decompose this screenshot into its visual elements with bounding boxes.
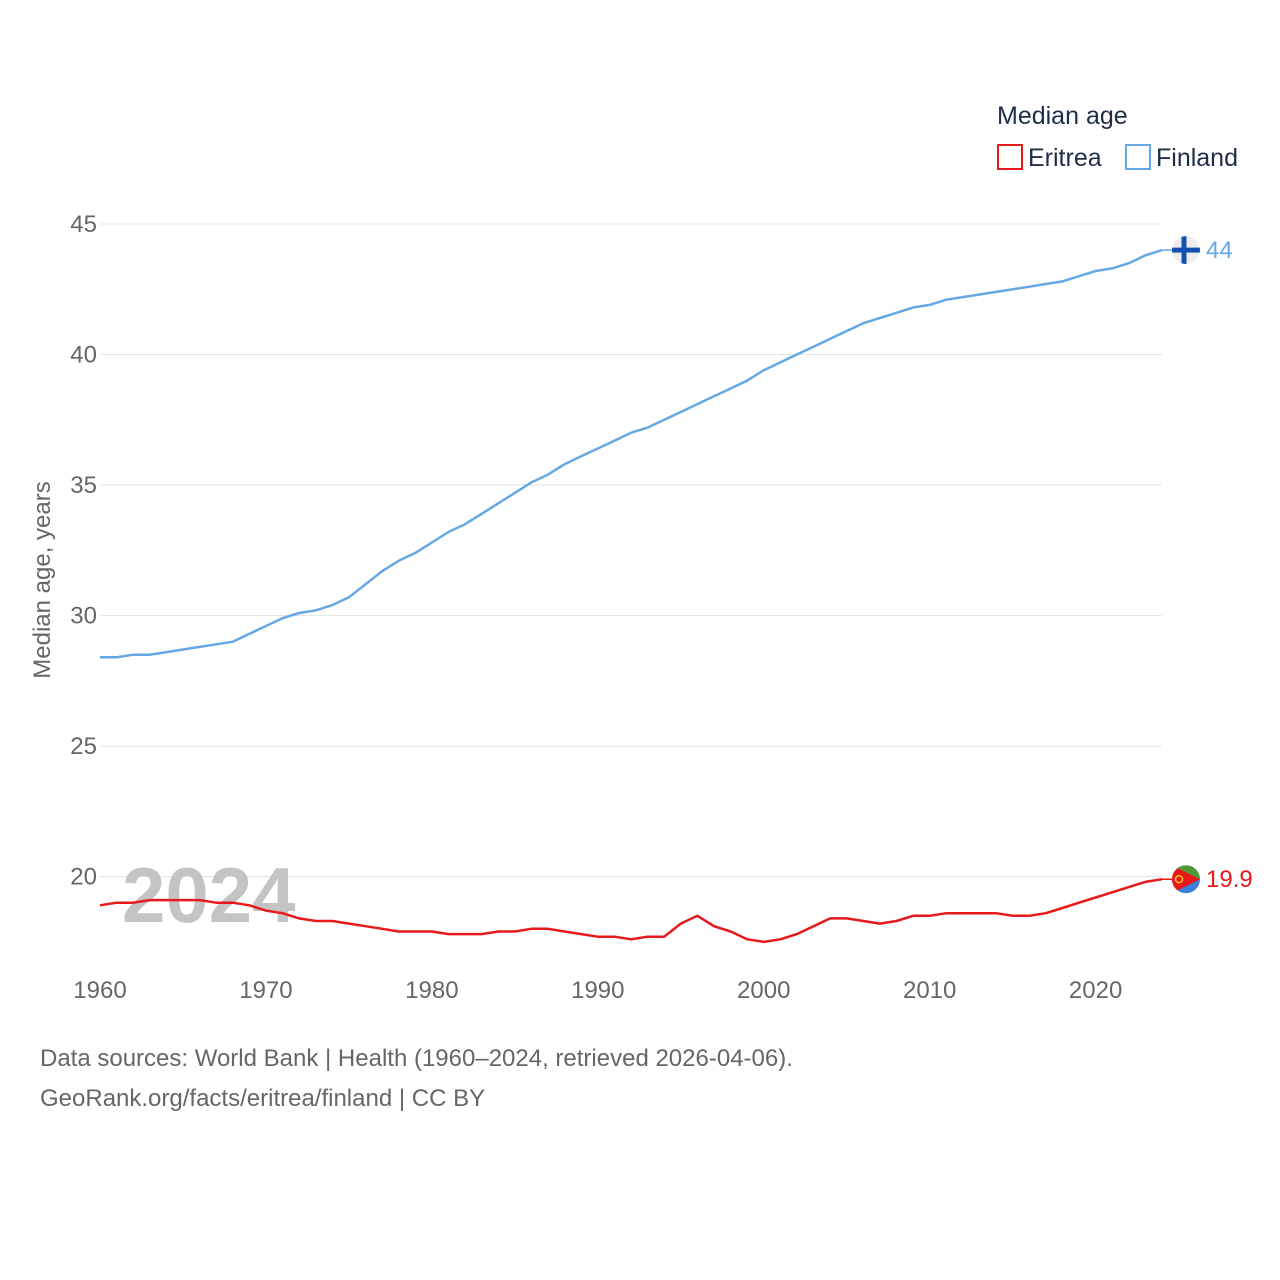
year-watermark: 2024 (122, 851, 296, 939)
legend-item-finland[interactable]: Finland (1125, 144, 1238, 172)
x-tick-label-1960: 1960 (73, 977, 126, 1004)
eritrea-flag-icon (1172, 865, 1200, 894)
x-axis-tick-labels: 1960 1970 1980 1990 2000 2010 2020 (73, 977, 1122, 1004)
x-tick-label-1980: 1980 (405, 977, 458, 1004)
y-axis-title: Median age, years (29, 481, 56, 678)
legend-title: Median age (997, 102, 1128, 130)
gridlines (100, 223, 1162, 878)
series-lines (99, 248, 1163, 944)
legend-swatch-eritrea (997, 144, 1023, 170)
end-value-label-eritrea: 19.9 (1206, 866, 1253, 893)
x-tick-label-2010: 2010 (903, 977, 956, 1004)
x-tick-label-1990: 1990 (571, 977, 624, 1004)
end-value-label-finland: 44 (1206, 237, 1233, 264)
legend-item-eritrea[interactable]: Eritrea (997, 144, 1102, 172)
line-chart: 20 25 30 35 40 45 1960 1970 1980 1990 2000 2010 202… (29, 102, 1253, 1004)
attribution-link[interactable]: GeoRank.org/facts/eritrea/finland | CC B… (40, 1085, 486, 1112)
y-tick-label-25: 25 (70, 733, 97, 760)
x-tick-label-2000: 2000 (737, 977, 790, 1004)
y-tick-label-40: 40 (70, 342, 97, 369)
y-tick-label-30: 30 (70, 603, 97, 630)
y-tick-label-20: 20 (70, 864, 97, 891)
legend-label-finland: Finland (1156, 144, 1238, 172)
x-tick-label-1970: 1970 (239, 977, 292, 1004)
legend-swatch-finland (1125, 144, 1151, 170)
series-line-eritrea[interactable] (99, 877, 1163, 944)
finland-flag-icon (1172, 236, 1200, 265)
x-tick-label-2020: 2020 (1069, 977, 1122, 1004)
data-sources-note: Data sources: World Bank | Health (1960–… (40, 1045, 793, 1072)
y-tick-label-45: 45 (70, 211, 97, 238)
legend: Median age Eritrea Finland (997, 102, 1238, 172)
legend-label-eritrea: Eritrea (1028, 144, 1102, 172)
series-end-markers: 19.9 44 (1162, 236, 1253, 894)
y-tick-label-35: 35 (70, 472, 97, 499)
series-line-finland[interactable] (100, 248, 1163, 659)
y-axis-tick-labels: 20 25 30 35 40 45 (70, 211, 97, 891)
